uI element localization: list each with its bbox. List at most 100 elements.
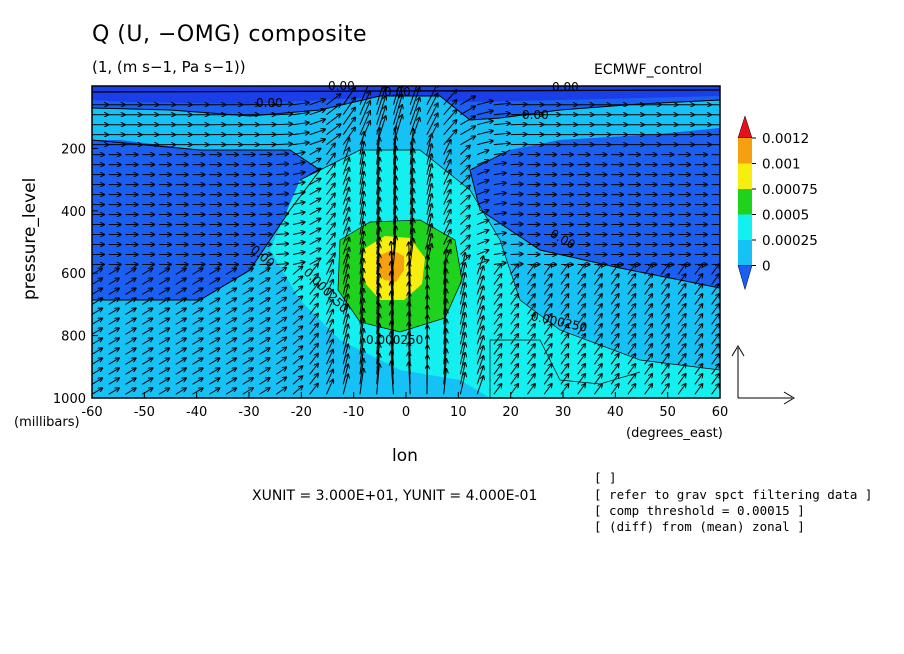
- wind-vector: [108, 308, 119, 315]
- wind-vector: [493, 243, 506, 245]
- wind-vector: [493, 123, 510, 124]
- wind-vector: [460, 96, 475, 106]
- contour-label: 0.00: [522, 108, 549, 122]
- wind-vector: [309, 119, 325, 126]
- wind-vector: [460, 205, 469, 215]
- wind-vector: [309, 159, 321, 166]
- wind-vector: [158, 278, 169, 285]
- wind-vector: [292, 366, 302, 375]
- wind-vector: [292, 222, 305, 224]
- wind-vector: [493, 223, 506, 225]
- wind-vector: [460, 225, 469, 235]
- wind-vector: [376, 364, 380, 395]
- wind-vector: [460, 175, 469, 185]
- wind-vector: [325, 350, 333, 365]
- wind-vector: [510, 264, 523, 265]
- wind-vector: [543, 374, 552, 385]
- wind-vector: [644, 284, 653, 295]
- wind-vector: [593, 294, 602, 305]
- wind-vector: [426, 113, 438, 135]
- x-tick-label: -50: [134, 405, 155, 420]
- wind-vector: [391, 312, 394, 345]
- wind-vector: [276, 164, 288, 165]
- wind-vector: [141, 368, 152, 375]
- wind-vector: [577, 274, 586, 285]
- wind-vector: [225, 358, 236, 365]
- wind-vector: [175, 378, 186, 385]
- wind-vector: [711, 384, 720, 395]
- wind-vector: [627, 384, 636, 395]
- wind-vector: [292, 232, 305, 234]
- wind-vector: [391, 352, 394, 385]
- wind-vector: [510, 344, 519, 355]
- wind-vector: [644, 264, 653, 275]
- wind-vector: [627, 334, 636, 345]
- wind-vector: [409, 239, 413, 265]
- wind-vector: [493, 163, 506, 165]
- wind-vector: [543, 314, 552, 325]
- wind-vector: [158, 288, 169, 295]
- wind-vector: [192, 308, 202, 315]
- wind-vector: [208, 328, 219, 335]
- wind-vector: [560, 294, 569, 305]
- wind-vector: [493, 143, 510, 144]
- wind-vector: [342, 118, 355, 135]
- colorbar-segment: [738, 189, 752, 215]
- wind-vector: [493, 374, 502, 385]
- filled-contours: [92, 86, 720, 398]
- wind-vector: [694, 304, 703, 315]
- wind-vector: [192, 288, 202, 295]
- wind-vector: [92, 368, 102, 375]
- wind-vector: [443, 120, 457, 135]
- wind-vector: [443, 200, 451, 215]
- wind-vector: [275, 358, 286, 365]
- wind-vector: [242, 338, 253, 345]
- wind-vector: [391, 242, 394, 275]
- wind-vector: [259, 278, 269, 285]
- wind-vector: [275, 308, 286, 315]
- wind-vector: [92, 288, 102, 295]
- wind-vector: [175, 308, 186, 315]
- wind-vector: [175, 388, 186, 395]
- wind-vector: [660, 354, 669, 365]
- wind-vector: [225, 378, 236, 385]
- wind-vector: [309, 384, 318, 395]
- wind-vector: [309, 169, 321, 176]
- wind-vector: [242, 268, 253, 275]
- wind-vector: [391, 252, 394, 285]
- wind-vector: [208, 288, 219, 295]
- wind-vector: [694, 274, 703, 285]
- wind-vector: [325, 360, 333, 375]
- wind-vector: [644, 274, 653, 285]
- wind-vector: [644, 294, 653, 305]
- wind-vector: [627, 324, 636, 335]
- wind-vector: [391, 302, 394, 335]
- chart-title: Q (U, −OMG) composite: [92, 22, 367, 47]
- wind-vector: [443, 130, 457, 145]
- wind-vector: [460, 126, 475, 136]
- wind-vector: [108, 278, 119, 285]
- wind-vector: [694, 284, 703, 295]
- wind-vector: [477, 111, 493, 116]
- wind-vector: [627, 374, 636, 385]
- wind-vector: [141, 358, 152, 365]
- wind-vector: [443, 230, 451, 245]
- wind-vector: [610, 324, 619, 335]
- wind-vector: [275, 348, 286, 355]
- wind-vector: [593, 264, 602, 275]
- wind-vector: [208, 268, 219, 275]
- wind-vector: [292, 326, 302, 335]
- wind-vector: [175, 278, 186, 285]
- wind-vector: [510, 214, 523, 215]
- wind-vector: [644, 324, 653, 335]
- wind-vector: [510, 374, 519, 385]
- wind-vector: [577, 304, 586, 315]
- contour-label: 0.00: [552, 80, 579, 94]
- wind-vector: [577, 324, 586, 335]
- wind-vector: [560, 374, 569, 385]
- wind-vector: [326, 193, 334, 205]
- wind-vector: [460, 136, 475, 146]
- wind-vector: [192, 298, 202, 305]
- colorbar-label: 0.001: [762, 157, 801, 173]
- wind-vector: [125, 328, 135, 335]
